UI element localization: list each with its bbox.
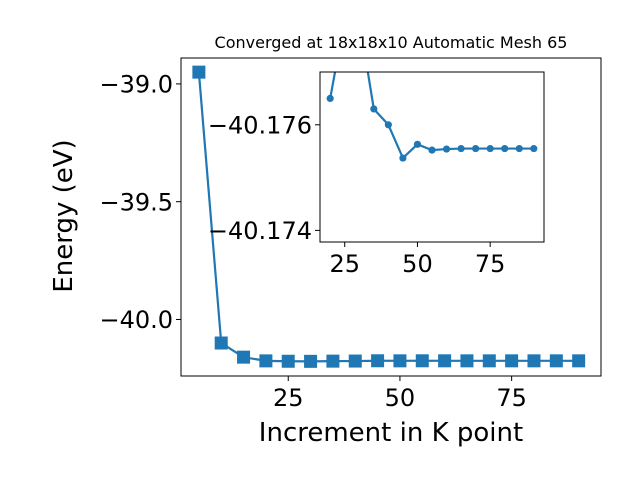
inset-data-point	[326, 94, 334, 102]
inset-chart: 25 50 75 −40.176 −40.174	[208, 16, 545, 278]
main-data-point	[505, 354, 519, 368]
y-axis-label: Energy (eV)	[49, 139, 79, 292]
main-data-point	[438, 354, 452, 368]
inset-data-point	[413, 140, 422, 148]
main-y-tick-label: −39.5	[99, 188, 173, 216]
main-data-point	[214, 336, 228, 350]
main-x-tick-label: 50	[385, 384, 416, 412]
main-plot-frame	[180, 57, 602, 377]
main-data-point	[415, 354, 429, 368]
inset-data-point	[515, 144, 523, 153]
main-y-tick-label: −40.0	[99, 306, 173, 334]
x-axis-label: Increment in K point	[259, 418, 523, 448]
main-x-tick-label: 25	[273, 384, 304, 412]
inset-y-tick-label: −40.176	[208, 111, 312, 139]
inset-data-point	[501, 144, 509, 153]
main-data-point	[304, 354, 318, 368]
inset-background	[320, 72, 544, 242]
main-data-point	[371, 354, 385, 368]
main-data-point	[460, 354, 474, 368]
inset-data-point	[356, 16, 363, 23]
inset-data-point	[486, 144, 494, 153]
inset-data-point	[370, 105, 378, 113]
main-data-point	[393, 354, 407, 368]
inset-data-point	[341, 16, 348, 23]
inset-x-tick-label: 50	[402, 250, 433, 278]
main-chart: Converged at 18x18x10 Automatic Mesh 65 …	[49, 33, 602, 448]
main-x-tick-label: 75	[496, 384, 527, 412]
inset-data-point	[428, 146, 436, 154]
inset-data-point	[530, 144, 538, 153]
main-data-point	[326, 354, 340, 368]
inset-data-point	[457, 144, 465, 153]
main-data-point	[572, 354, 586, 368]
main-data-point	[192, 65, 206, 79]
inset-plot-frame	[319, 71, 545, 243]
main-data-point	[549, 354, 563, 368]
inset-data-point	[442, 145, 451, 153]
main-data-point	[482, 354, 496, 368]
inset-data-point	[384, 121, 392, 129]
main-data-point	[259, 354, 273, 368]
inset-data-point	[399, 154, 407, 162]
inset-x-tick-label: 75	[475, 250, 506, 278]
main-data-point	[527, 354, 541, 368]
main-data-point	[348, 354, 362, 368]
main-y-tick-label: −39.0	[99, 71, 173, 99]
chart-title: Converged at 18x18x10 Automatic Mesh 65	[215, 33, 568, 52]
main-data-point	[237, 350, 251, 364]
main-data-point	[281, 354, 295, 368]
inset-data-point	[472, 144, 480, 153]
inset-x-tick-label: 25	[329, 250, 360, 278]
inset-y-tick-label: −40.174	[208, 217, 312, 245]
